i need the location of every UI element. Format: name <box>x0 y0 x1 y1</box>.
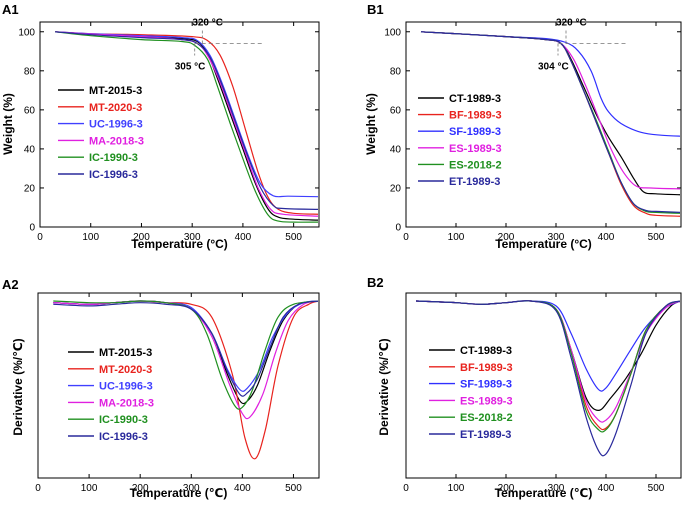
onset-label-lower: 305 °C <box>175 61 206 72</box>
series-line-ic-1990-3 <box>53 300 318 410</box>
x-axis-title: Temperature (℃) <box>130 486 228 500</box>
x-tick-label: 500 <box>648 232 665 243</box>
x-tick-label: 0 <box>403 483 409 494</box>
y-axis-title: Derivative (%/℃) <box>377 338 391 435</box>
series-line-ct-1989-3 <box>415 300 680 412</box>
x-tick-label: 100 <box>82 232 99 243</box>
x-axis-title: Temperature (°C) <box>131 237 228 251</box>
legend-label: MT-2020-3 <box>89 102 142 114</box>
legend-label: SF-1989-3 <box>449 126 501 138</box>
series-line-bf-1989-3 <box>415 300 680 431</box>
legend-label: BF-1989-3 <box>449 110 502 122</box>
legend-label: ES-1989-3 <box>449 143 502 155</box>
x-tick-label: 0 <box>37 232 43 243</box>
x-tick-label: 400 <box>235 232 252 243</box>
y-tick-label: 100 <box>384 27 401 38</box>
x-tick-label: 100 <box>81 483 98 494</box>
legend-label: IC-1996-3 <box>99 431 148 443</box>
y-tick-label: 80 <box>390 66 402 77</box>
legend-label: ES-1989-3 <box>460 395 513 407</box>
y-tick-label: 40 <box>390 144 402 155</box>
x-tick-label: 500 <box>648 483 665 494</box>
legend-label: ET-1989-3 <box>460 429 511 441</box>
legend-label: UC-1996-3 <box>99 381 153 393</box>
x-tick-label: 300 <box>184 232 201 243</box>
panel-a1-weight-chart: A1 0 100 200 300 400 500 0 20 40 60 80 100 Temperatur… <box>1 2 320 251</box>
plot-frame <box>39 21 320 228</box>
panel-label: A1 <box>2 2 19 17</box>
panel-label: B1 <box>367 2 384 17</box>
x-tick-label: 300 <box>548 483 565 494</box>
series-line-et-1989-3 <box>420 31 680 213</box>
legend-label: MA-2018-3 <box>99 397 154 409</box>
y-tick-label: 20 <box>24 183 36 194</box>
legend-label: ES-2018-2 <box>460 412 513 424</box>
legend-label: MT-2015-3 <box>89 85 142 97</box>
x-axis-title: Temperature (°C) <box>495 237 592 251</box>
x-tick-label: 100 <box>448 483 465 494</box>
x-tick-label: 500 <box>285 483 302 494</box>
y-tick-label: 100 <box>18 27 35 38</box>
x-tick-label: 200 <box>133 232 150 243</box>
series-line-es-2018-2 <box>415 300 680 433</box>
x-tick-label: 200 <box>498 483 515 494</box>
series-line-mt-2020-3 <box>55 31 318 215</box>
x-tick-label: 0 <box>403 232 409 243</box>
y-tick-label: 60 <box>390 105 402 116</box>
legend-label: IC-1990-3 <box>89 152 138 164</box>
legend-label: BF-1989-3 <box>460 362 513 374</box>
y-tick-label: 20 <box>390 183 402 194</box>
series-line-bf-1989-3 <box>420 31 680 217</box>
panel-b1-weight-chart: B1 0 100 200 300 400 500 0 20 40 60 80 100 Temperatur… <box>364 2 682 251</box>
x-tick-label: 300 <box>548 232 565 243</box>
y-axis-title: Weight (%) <box>364 93 378 155</box>
panel-a2-derivative-chart: A2 0 100 200 300 400 500 Temperature (℃) Derivat… <box>2 277 320 500</box>
series-line-ic-1996-3 <box>53 300 318 397</box>
y-axis-title: Derivative (%/℃) <box>11 338 25 435</box>
series-line-et-1989-3 <box>415 300 680 457</box>
y-tick-label: 0 <box>395 223 401 234</box>
legend-label: ES-2018-2 <box>449 159 502 171</box>
series-line-ic-1996-3 <box>55 31 318 210</box>
legend-label: CT-1989-3 <box>449 93 501 105</box>
panel-b2-derivative-chart: B2 0 100 200 300 400 500 Temperature (℃) Derivat… <box>367 275 682 500</box>
x-tick-label: 400 <box>598 483 615 494</box>
series-line-ma-2018-3 <box>55 31 318 217</box>
x-axis-title: Temperature (℃) <box>495 486 593 500</box>
y-tick-label: 0 <box>29 223 35 234</box>
legend-label: CT-1989-3 <box>460 345 512 357</box>
legend-label: IC-1990-3 <box>99 414 148 426</box>
x-tick-label: 0 <box>35 483 41 494</box>
x-tick-label: 200 <box>132 483 149 494</box>
x-tick-label: 400 <box>598 232 615 243</box>
x-tick-label: 200 <box>498 232 515 243</box>
legend-label: ET-1989-3 <box>449 176 500 188</box>
series-line-uc-1996-3 <box>55 31 318 198</box>
plot-frame <box>405 21 682 228</box>
legend-label: SF-1989-3 <box>460 379 512 391</box>
onset-label-upper: 320 °C <box>192 17 223 28</box>
legend-label: IC-1996-3 <box>89 169 138 181</box>
onset-label-lower: 304 °C <box>538 61 569 72</box>
plot-frame <box>405 292 682 479</box>
panel-label: B2 <box>367 275 384 290</box>
legend-label: MA-2018-3 <box>89 135 144 147</box>
x-tick-label: 300 <box>183 483 200 494</box>
x-tick-label: 500 <box>285 232 302 243</box>
y-axis-title: Weight (%) <box>1 93 15 155</box>
panel-label: A2 <box>2 277 19 292</box>
y-tick-label: 80 <box>24 66 36 77</box>
legend-label: MT-2020-3 <box>99 364 152 376</box>
y-tick-label: 40 <box>24 144 36 155</box>
y-tick-label: 60 <box>24 105 36 116</box>
plot-frame <box>37 292 320 479</box>
onset-label-upper: 320 °C <box>556 17 587 28</box>
legend-label: MT-2015-3 <box>99 347 152 359</box>
series-line-es-1989-3 <box>415 300 680 423</box>
series-line-ic-1990-3 <box>55 31 318 223</box>
legend-label: UC-1996-3 <box>89 119 143 131</box>
x-tick-label: 100 <box>448 232 465 243</box>
x-tick-label: 400 <box>234 483 251 494</box>
